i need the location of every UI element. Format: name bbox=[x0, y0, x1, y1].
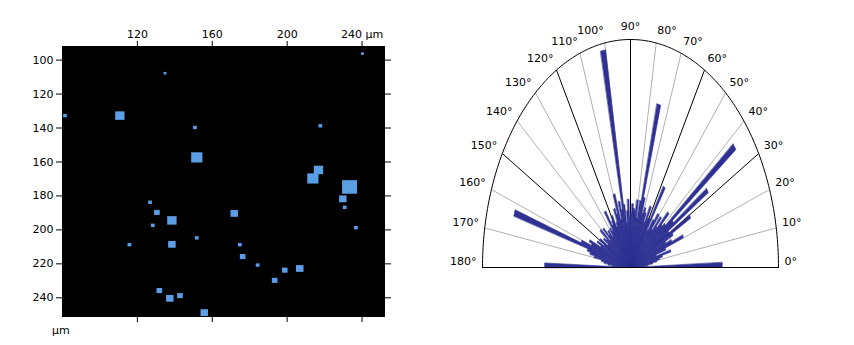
svg-text:130°: 130° bbox=[505, 76, 532, 89]
svg-text:120: 120 bbox=[127, 28, 148, 41]
svg-text:120: 120 bbox=[33, 88, 54, 101]
svg-text:100: 100 bbox=[33, 54, 54, 67]
svg-text:10°: 10° bbox=[782, 216, 802, 229]
svg-text:40°: 40° bbox=[748, 105, 768, 118]
svg-text:110°: 110° bbox=[551, 35, 578, 48]
svg-text:140°: 140° bbox=[486, 105, 513, 118]
svg-text:140: 140 bbox=[33, 122, 54, 135]
svg-text:200: 200 bbox=[277, 28, 298, 41]
svg-text:180°: 180° bbox=[450, 255, 477, 268]
svg-text:120°: 120° bbox=[527, 52, 554, 65]
svg-text:200: 200 bbox=[33, 223, 54, 236]
svg-text:50°: 50° bbox=[729, 76, 749, 89]
svg-text:160: 160 bbox=[33, 155, 54, 168]
svg-text:20°: 20° bbox=[775, 176, 795, 189]
html-text:µm: µm bbox=[52, 324, 70, 337]
svg-text:150°: 150° bbox=[471, 139, 498, 152]
svg-text:240: 240 bbox=[33, 291, 54, 304]
svg-text:170°: 170° bbox=[452, 216, 479, 229]
svg-text:80°: 80° bbox=[657, 24, 677, 37]
svg-text:0°: 0° bbox=[784, 255, 797, 268]
svg-text:70°: 70° bbox=[683, 35, 703, 48]
svg-text:160: 160 bbox=[202, 28, 223, 41]
svg-text:180: 180 bbox=[33, 189, 54, 202]
svg-text:60°: 60° bbox=[707, 52, 727, 65]
svg-text:90°: 90° bbox=[621, 20, 641, 33]
svg-text:100°: 100° bbox=[577, 24, 604, 37]
svg-text:160°: 160° bbox=[459, 176, 486, 189]
svg-text:220: 220 bbox=[33, 257, 54, 270]
svg-text:30°: 30° bbox=[764, 139, 784, 152]
svg-text:240 µm: 240 µm bbox=[341, 28, 383, 41]
